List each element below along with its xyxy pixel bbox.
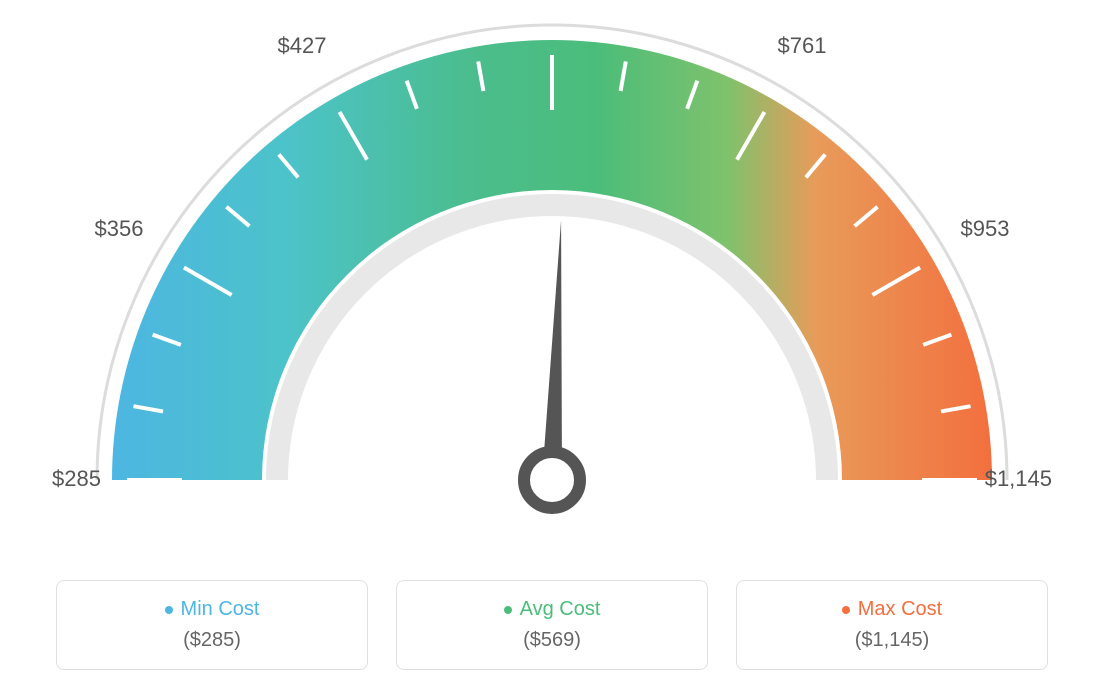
dot-icon bbox=[842, 606, 850, 614]
legend-title-min: Min Cost bbox=[165, 598, 260, 621]
tick-label: $953 bbox=[961, 216, 1010, 241]
cost-gauge-chart: $285$356$427$569$761$953$1,145 Min Cost … bbox=[0, 0, 1104, 690]
tick-label: $761 bbox=[778, 33, 827, 58]
gauge-svg: $285$356$427$569$761$953$1,145 bbox=[0, 0, 1104, 560]
legend-card-max: Max Cost ($1,145) bbox=[736, 580, 1048, 670]
legend-title-avg: Avg Cost bbox=[504, 598, 601, 621]
legend-card-min: Min Cost ($285) bbox=[56, 580, 368, 670]
gauge-needle bbox=[542, 220, 562, 480]
legend-row: Min Cost ($285) Avg Cost ($569) Max Cost… bbox=[0, 580, 1104, 670]
dot-icon bbox=[165, 606, 173, 614]
legend-label: Avg Cost bbox=[520, 598, 601, 621]
legend-label: Min Cost bbox=[181, 598, 260, 621]
tick-label: $356 bbox=[95, 216, 144, 241]
legend-value-min: ($285) bbox=[183, 629, 241, 652]
tick-label: $1,145 bbox=[985, 466, 1052, 491]
tick-label: $427 bbox=[278, 33, 327, 58]
legend-value-avg: ($569) bbox=[523, 629, 581, 652]
tick-label: $285 bbox=[52, 466, 101, 491]
gauge-needle-hub bbox=[524, 452, 580, 508]
legend-card-avg: Avg Cost ($569) bbox=[396, 580, 708, 670]
dot-icon bbox=[504, 606, 512, 614]
legend-title-max: Max Cost bbox=[842, 598, 942, 621]
legend-label: Max Cost bbox=[858, 598, 942, 621]
gauge-area: $285$356$427$569$761$953$1,145 bbox=[0, 0, 1104, 560]
legend-value-max: ($1,145) bbox=[855, 629, 930, 652]
